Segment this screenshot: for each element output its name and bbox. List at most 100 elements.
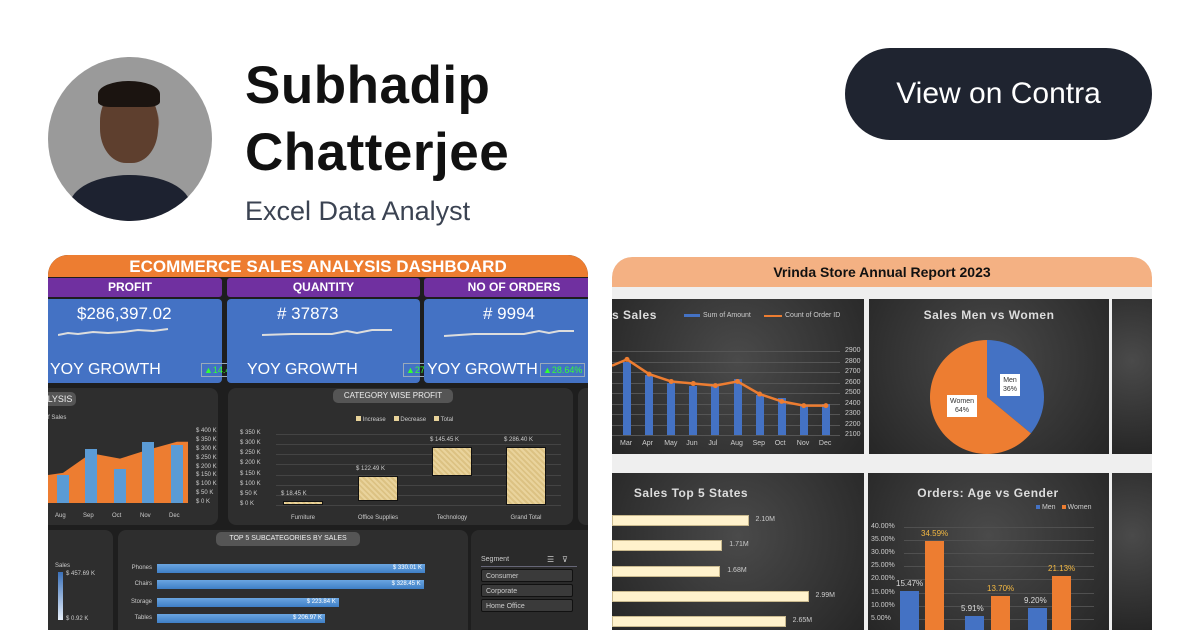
legend-item: Total: [434, 416, 453, 423]
view-on-contra-button[interactable]: View on Contra: [845, 48, 1152, 140]
line-point: [801, 403, 807, 409]
x-tick-label: Furniture: [290, 515, 315, 521]
data-label: $ 328.45 K: [391, 581, 421, 587]
data-callout: Women 64%: [947, 395, 977, 417]
data-label: 2.99M: [815, 592, 835, 599]
legend-item: Increase: [356, 416, 386, 423]
data-label: 2.10M: [755, 516, 775, 523]
line-point: [712, 383, 718, 389]
profile-role: Excel Data Analyst: [245, 196, 471, 226]
y-tick-label: $ 350 K: [240, 430, 261, 436]
bar: [612, 591, 809, 602]
bar: [689, 385, 698, 435]
legend-amount: Sum of Amount: [684, 312, 751, 319]
kpi-card-orders: # 9994 YOY GROWTH ▲28.64%: [424, 299, 588, 383]
data-label: 2.65M: [792, 617, 813, 624]
y-tick-label: 40.00%: [871, 522, 895, 530]
y-tick-label: 5.00%: [871, 614, 891, 622]
gridline: [612, 361, 840, 363]
slicer-item-consumer[interactable]: Consumer: [481, 569, 573, 582]
x-tick-label: Mar: [620, 440, 633, 447]
kpi-header-orders: NO OF ORDERS: [424, 278, 588, 297]
y-tick-label: 2900: [845, 347, 861, 354]
x-tick-label: Oct: [774, 440, 786, 447]
x-tick-label: Grand Total: [510, 515, 542, 521]
clear-filter-icon[interactable]: ⊽: [562, 555, 568, 564]
y-tick-label: 2600: [845, 378, 861, 386]
orders-sales-panel: s Sales Sum of Amount Count of Order ID …: [612, 299, 864, 454]
data-label: 9.20%: [1024, 595, 1047, 605]
gridline: [904, 579, 1094, 581]
panel-title: TOP 5 SUBCATEGORIES BY SALES: [216, 532, 360, 546]
x-tick-label: Nov: [140, 513, 151, 519]
bar: [114, 469, 126, 503]
sparkline: [262, 329, 392, 336]
y-tick-label: $ 100 K: [240, 480, 261, 487]
bar: [612, 540, 723, 551]
y-tick-label: 2500: [845, 389, 861, 396]
y-tick-label: 2400: [845, 399, 861, 407]
bar-men: [900, 591, 919, 630]
data-callout: Men 36%: [1000, 374, 1021, 396]
category-label: Storage: [130, 599, 152, 605]
slicer-item-home-office[interactable]: Home Office: [481, 599, 573, 612]
y-tick-label: $ 250 K: [196, 454, 217, 461]
gridline: [612, 424, 840, 426]
kpi-header-quantity: QUANTITY: [227, 278, 420, 297]
age-gender-panel: Orders: Age vs Gender Men Women 40.00% 35…: [868, 473, 1109, 630]
y-tick-label: 2700: [845, 368, 861, 375]
bar-men: [965, 616, 984, 630]
panel-edge: [578, 388, 588, 525]
bar: $ 328.45 K: [157, 580, 424, 589]
y-tick-label: $ 300 K: [196, 445, 217, 452]
x-tick-label: Dec: [818, 440, 832, 447]
data-label: $ 18.45 K: [281, 491, 307, 498]
waterfall-bar: [432, 446, 472, 477]
vrinda-store-report-preview[interactable]: Vrinda Store Annual Report 2023 s Sales …: [612, 257, 1152, 630]
pie-slice-women: [930, 340, 1031, 454]
sales-scale-panel: Sales $ 457.69 K $ 0.92 K: [48, 530, 113, 630]
line-point: [624, 356, 630, 362]
gridline: [276, 474, 561, 476]
y-tick-label: 25.00%: [871, 562, 895, 570]
y-tick-label: 10.00%: [871, 601, 895, 609]
ecommerce-dashboard-preview[interactable]: ECOMMERCE SALES ANALYSIS DASHBOARD PROFI…: [48, 255, 588, 630]
gridline: [904, 566, 1094, 568]
slicer-item-corporate[interactable]: Corporate: [481, 584, 573, 597]
panel-title: Sales Men vs Women: [923, 308, 1055, 322]
sparkline: [444, 329, 574, 337]
area-series: [48, 441, 188, 503]
data-label: 21.13%: [1048, 564, 1076, 574]
line-point: [823, 403, 829, 409]
y-tick-label: 15.00%: [871, 588, 895, 596]
panel-title: Sales Top 5 States: [633, 486, 749, 500]
x-tick-label: Sep: [83, 513, 94, 519]
waterfall-bar: [283, 501, 323, 505]
panel-edge: [1112, 299, 1152, 454]
gridline: [904, 553, 1094, 555]
category-label: Tables: [134, 615, 152, 621]
x-tick-label: Nov: [796, 440, 810, 447]
y-tick-label: 20.00%: [871, 575, 895, 583]
gridline: [612, 351, 840, 352]
monthly-sales-panel: ALYSIS f Sales Aug Sep Oct Nov Dec $ 400 K $ 3…: [48, 388, 218, 525]
data-label: 13.70%: [987, 583, 1015, 593]
gridline: [904, 539, 1094, 541]
data-label: 5.91%: [961, 604, 984, 614]
y-tick-label: $ 0 K: [196, 499, 211, 505]
multi-select-icon[interactable]: ☰: [547, 555, 555, 564]
gridline: [276, 494, 561, 496]
growth-badge: ▲28.64%: [540, 363, 586, 377]
profile-name: Subhadip Chatterjee: [245, 56, 510, 182]
x-tick-label: Jun: [686, 440, 698, 447]
bar: [799, 405, 808, 435]
bar: [142, 441, 154, 503]
bar-women: [1052, 576, 1071, 630]
y-tick-label: $ 50 K: [240, 490, 258, 497]
x-tick-label: Aug: [730, 440, 743, 447]
category-profit-panel: CATEGORY WISE PROFIT Increase Decrease T…: [228, 388, 573, 525]
slicer-title: Segment: [481, 556, 510, 563]
bar: [612, 515, 749, 526]
segment-slicer[interactable]: Segment ☰ ⊽ Consumer Corporate Home Offi…: [471, 530, 588, 630]
kpi-value: # 37873: [277, 304, 339, 323]
